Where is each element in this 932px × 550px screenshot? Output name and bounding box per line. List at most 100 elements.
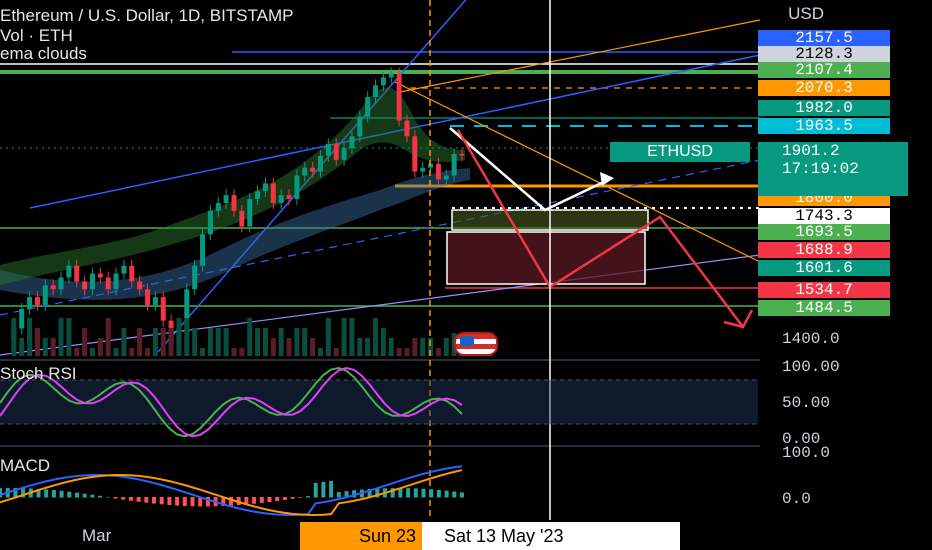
volume-bar bbox=[294, 328, 300, 356]
volume-bar bbox=[255, 328, 261, 356]
time-axis-month: Mar bbox=[82, 526, 112, 545]
candle-body bbox=[404, 120, 410, 137]
volume-bars bbox=[11, 318, 465, 356]
candle-body bbox=[27, 297, 33, 309]
volume-bar bbox=[66, 318, 72, 356]
volume-bar bbox=[207, 328, 213, 356]
ema-clouds-legend[interactable]: ema clouds bbox=[0, 44, 87, 63]
candle-body bbox=[19, 308, 25, 329]
volume-bar bbox=[239, 348, 245, 356]
candle-body bbox=[42, 285, 48, 305]
price-tag-1982-0[interactable]: 1982.0 bbox=[758, 100, 890, 116]
price-tag-1688-9[interactable]: 1688.9 bbox=[758, 242, 890, 258]
macd-hist-bar bbox=[398, 488, 403, 498]
price-tag-2070-3[interactable]: 2070.3 bbox=[758, 80, 890, 96]
macd-hist-bar bbox=[36, 488, 41, 498]
candle-body bbox=[310, 167, 316, 172]
volume-bar bbox=[420, 338, 426, 356]
candle-body bbox=[325, 144, 331, 156]
price-tag-1963-5[interactable]: 1963.5 bbox=[758, 118, 890, 134]
macd-hist-bar bbox=[205, 497, 210, 507]
candle-body bbox=[451, 153, 457, 176]
volume-bar bbox=[50, 338, 56, 356]
candle-body bbox=[152, 297, 158, 305]
volume-bar bbox=[27, 318, 33, 356]
candle-body bbox=[435, 163, 441, 180]
macd-hist-bar bbox=[51, 490, 56, 498]
candle-body bbox=[412, 136, 418, 172]
volume-bar bbox=[200, 348, 206, 356]
candle-body bbox=[294, 175, 300, 200]
volume-bar bbox=[89, 348, 95, 356]
projection-red-path bbox=[456, 129, 744, 328]
candle-body bbox=[341, 148, 347, 160]
macd-hist-bar bbox=[436, 489, 441, 498]
macd-hist-bar bbox=[152, 497, 156, 504]
candle-body bbox=[97, 273, 103, 278]
macd-hist-bar bbox=[229, 497, 233, 506]
volume-bar bbox=[129, 348, 135, 356]
macd-hist-bar bbox=[44, 489, 49, 498]
volume-bar bbox=[388, 338, 394, 356]
price-tag-1534-7[interactable]: 1534.7 bbox=[758, 282, 890, 298]
macd-histogram bbox=[0, 480, 464, 507]
volume-bar bbox=[435, 348, 441, 356]
volume-bar bbox=[325, 318, 331, 356]
macd-hist-bar bbox=[136, 497, 141, 502]
macd-hist-bar bbox=[59, 490, 64, 498]
volume-bar bbox=[19, 338, 25, 356]
macd-hist-bar bbox=[82, 493, 87, 498]
chart-title[interactable]: Ethereum / U.S. Dollar, 1D, BITSTAMP bbox=[0, 6, 294, 25]
price-tag-1743-3[interactable]: 1743.3 bbox=[758, 208, 890, 224]
volume-bar bbox=[302, 328, 308, 356]
macd-hist-bar bbox=[329, 480, 334, 498]
current-price: 1901.2 bbox=[782, 142, 840, 160]
price-tag-1693-5[interactable]: 1693.5 bbox=[758, 224, 890, 240]
symbol-tag[interactable]: ETHUSD bbox=[610, 142, 750, 162]
candle-body bbox=[121, 265, 127, 274]
stoch-title[interactable]: Stoch RSI bbox=[0, 364, 77, 383]
macd-axis-0: 0.0 bbox=[782, 490, 811, 508]
volume-bar bbox=[412, 338, 418, 356]
volume-bar bbox=[341, 318, 347, 356]
macd-line bbox=[0, 465, 463, 516]
macd-hist-bar bbox=[75, 492, 79, 498]
candle-body bbox=[113, 273, 119, 290]
current-price-box[interactable]: 1901.2 17:19:02 bbox=[758, 142, 908, 196]
macd-hist-bar bbox=[282, 497, 287, 500]
macd-hist-bar bbox=[421, 488, 426, 498]
candle-body bbox=[396, 73, 402, 121]
macd-axis-100: 100.0 bbox=[782, 444, 831, 462]
macd-hist-bar bbox=[413, 488, 418, 498]
macd-hist-bar bbox=[90, 494, 95, 498]
price-tag-2107-4[interactable]: 2107.4 bbox=[758, 62, 890, 78]
volume-bar bbox=[42, 338, 48, 356]
price-tag-2157-5[interactable]: 2157.5 bbox=[758, 30, 890, 46]
candle-body bbox=[192, 265, 198, 290]
volume-bar bbox=[270, 338, 276, 356]
macd-title[interactable]: MACD bbox=[0, 456, 51, 475]
candle-body bbox=[365, 97, 371, 117]
price-tag-2128-3[interactable]: 2128.3 bbox=[758, 46, 890, 62]
candle-body bbox=[262, 183, 268, 192]
macd-hist-bar bbox=[336, 491, 341, 498]
price-tag-1484-5[interactable]: 1484.5 bbox=[758, 300, 890, 316]
candle-body bbox=[255, 191, 261, 200]
volume-bar bbox=[349, 318, 355, 356]
volume-bar bbox=[333, 348, 339, 356]
volume-bar bbox=[74, 348, 80, 356]
candle-body bbox=[443, 175, 449, 180]
stoch-d-line bbox=[0, 366, 463, 438]
price-tag-1601-6[interactable]: 1601.6 bbox=[758, 260, 890, 276]
candle-body bbox=[302, 167, 308, 176]
trendline-orange-down bbox=[394, 81, 761, 263]
candle-body bbox=[34, 297, 40, 305]
ema-cloud-slow bbox=[0, 168, 470, 300]
currency-label[interactable]: USD bbox=[788, 4, 824, 23]
us-flag-icon[interactable] bbox=[454, 332, 498, 356]
volume-bar bbox=[145, 348, 151, 356]
macd-hist-bar bbox=[198, 497, 203, 507]
volume-legend[interactable]: Vol · ETH bbox=[0, 26, 73, 45]
macd-hist-bar bbox=[367, 489, 372, 498]
macd-hist-bar bbox=[452, 491, 457, 498]
